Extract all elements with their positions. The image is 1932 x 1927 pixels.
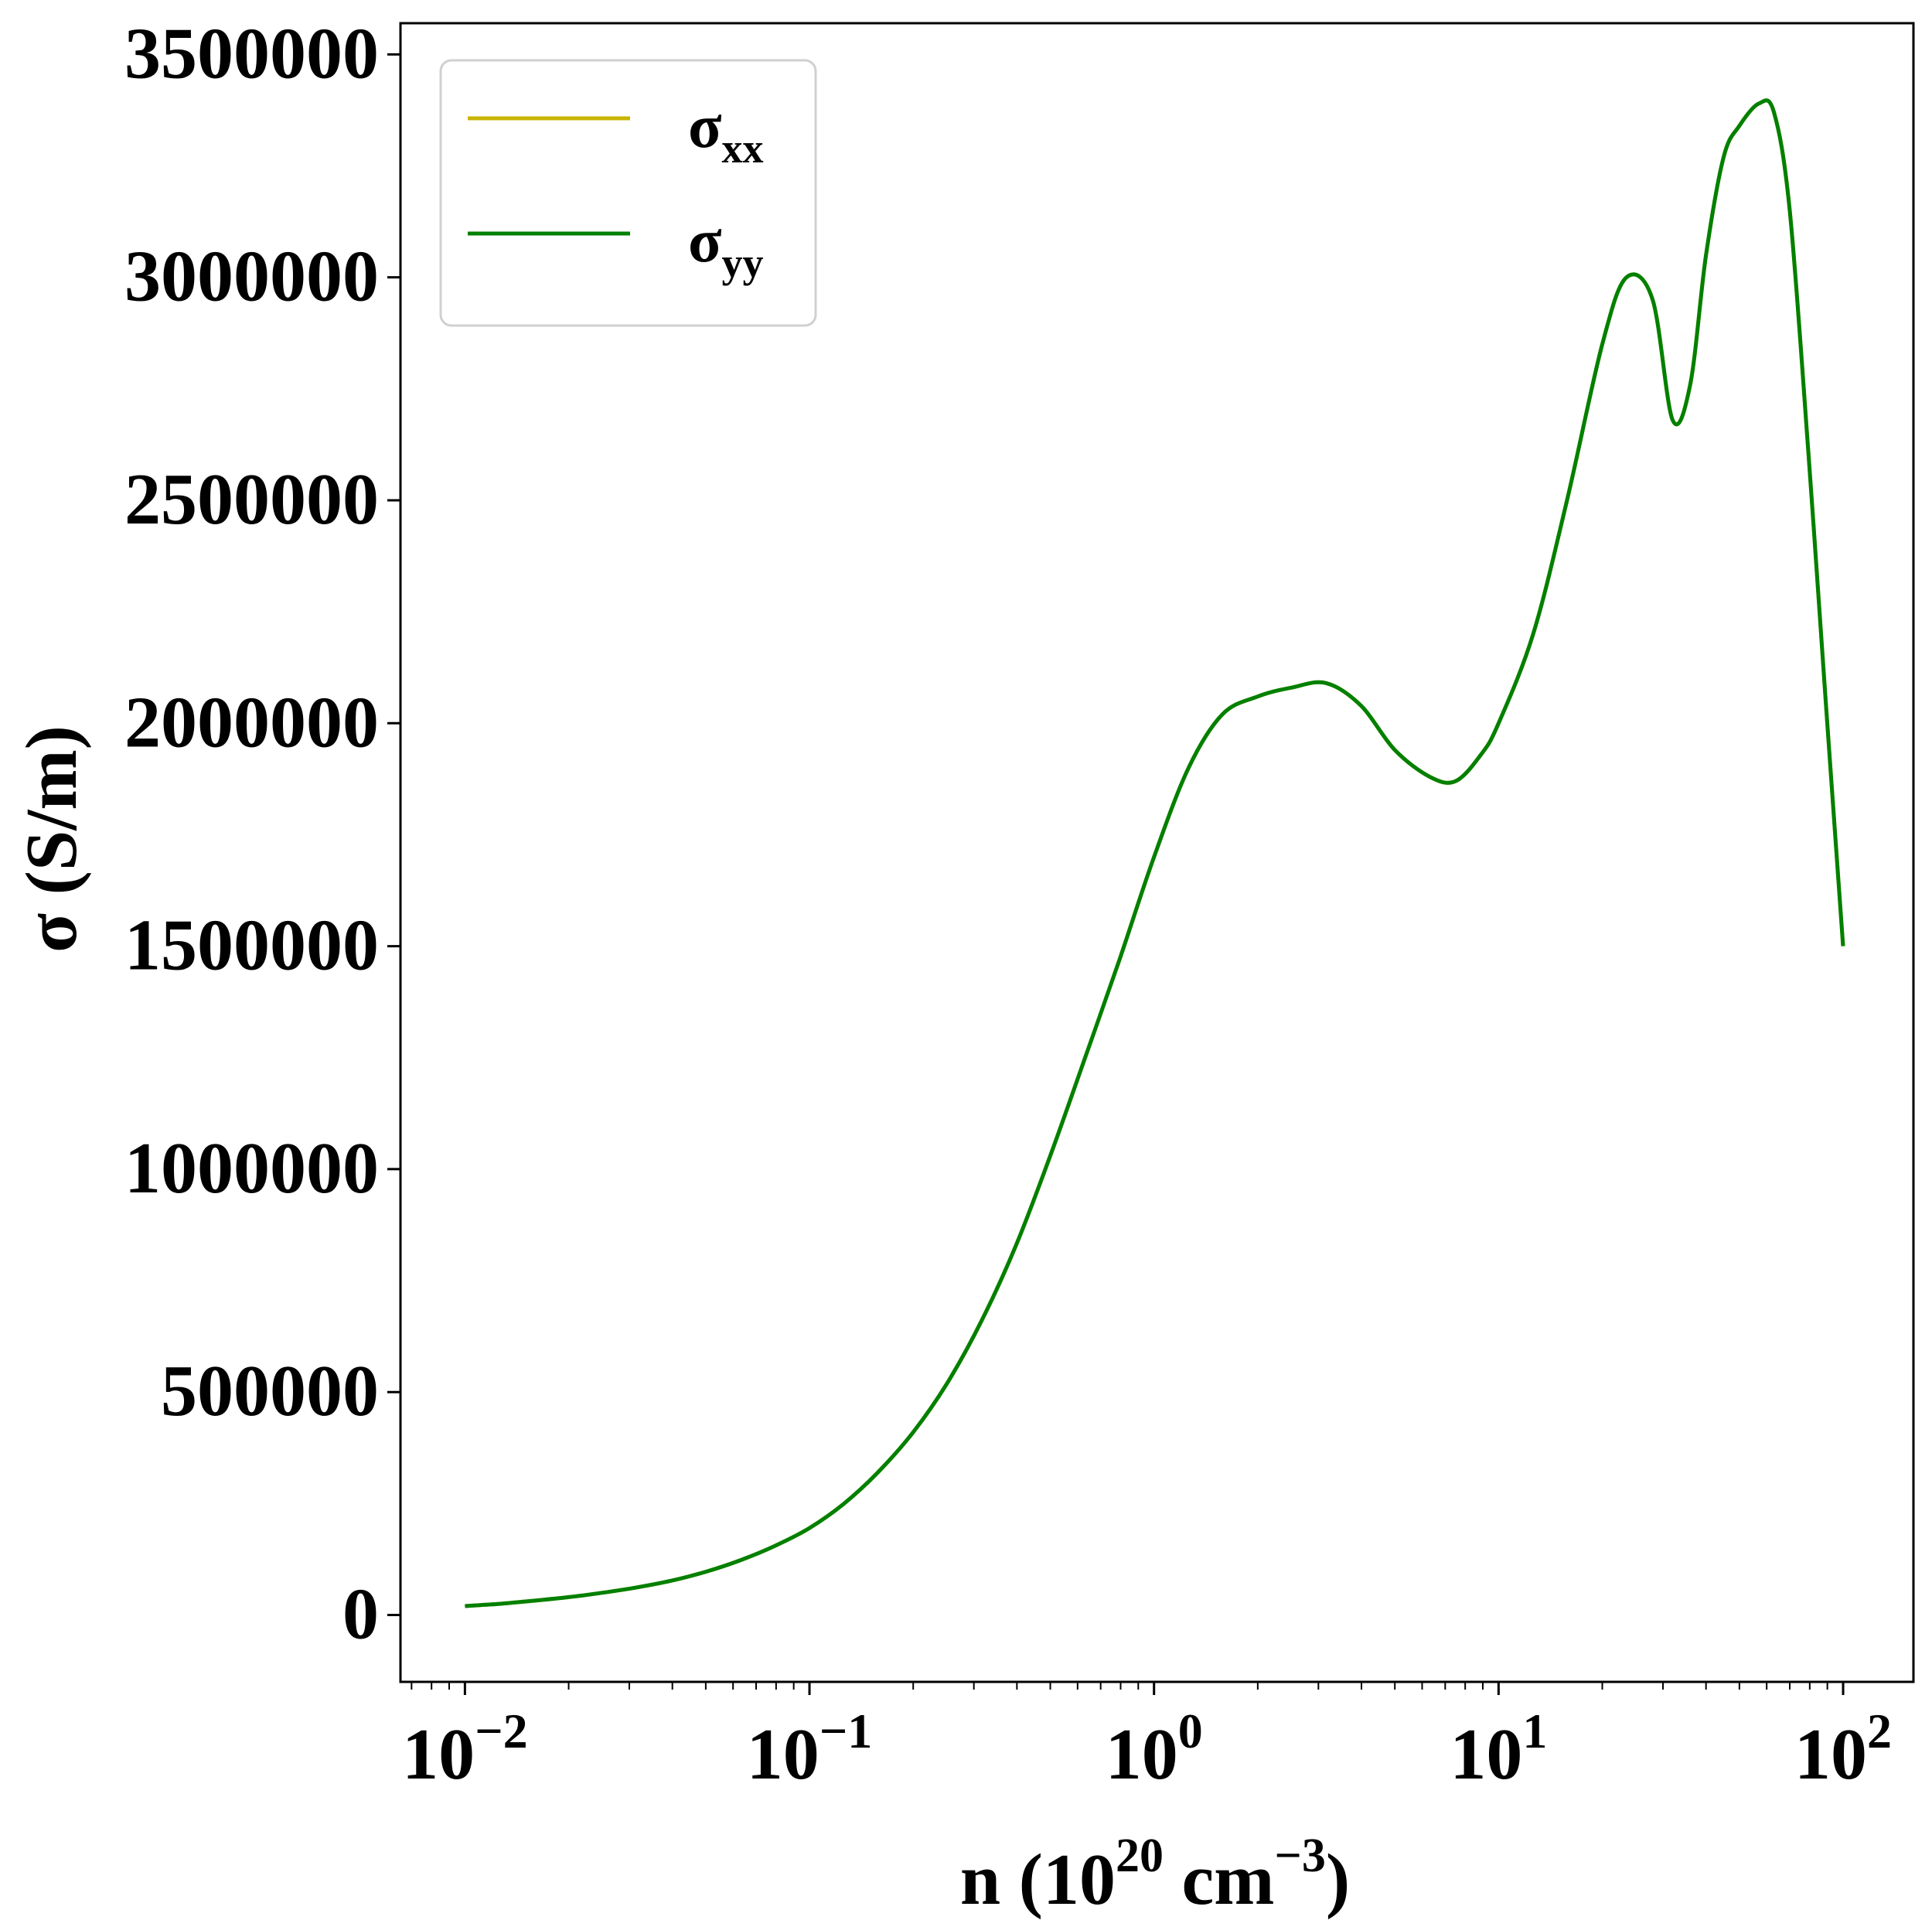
x-tick-label: 102	[1794, 1704, 1892, 1795]
y-axis-title: σ (S/m)	[12, 725, 92, 953]
x-ticks: 10−2 10−1 100 101 102	[402, 1682, 1892, 1795]
series-layer	[465, 98, 1845, 1608]
x-tick-label: 101	[1450, 1704, 1547, 1795]
y-tick-label: 500000	[161, 1351, 379, 1431]
x-tick-label: 10−2	[402, 1704, 527, 1795]
y-tick-label: 0	[342, 1574, 379, 1655]
legend-label-sigma-xx: σxx	[688, 93, 764, 172]
x-tick-label: 10−1	[747, 1704, 872, 1795]
x-axis-title: n (1020 cm−3)	[960, 1830, 1350, 1920]
y-tick-label: 2000000	[124, 682, 379, 762]
x-tick-label: 100	[1106, 1704, 1203, 1795]
y-tick-label: 3500000	[124, 13, 379, 94]
y-tick-label: 2500000	[124, 459, 379, 540]
legend-label-sigma-yy: σyy	[688, 207, 764, 286]
y-tick-label: 1000000	[124, 1128, 379, 1209]
y-tick-label: 3000000	[124, 237, 379, 317]
series-line-yy	[465, 98, 1845, 1608]
y-ticks: 0 500000 1000000 1500000 2000000 2500000 30000…	[124, 13, 400, 1655]
legend-box	[439, 59, 817, 327]
y-tick-label: 1500000	[124, 906, 379, 986]
plot-area-frame	[399, 22, 1915, 1683]
legend: σxx σyy	[439, 59, 817, 327]
